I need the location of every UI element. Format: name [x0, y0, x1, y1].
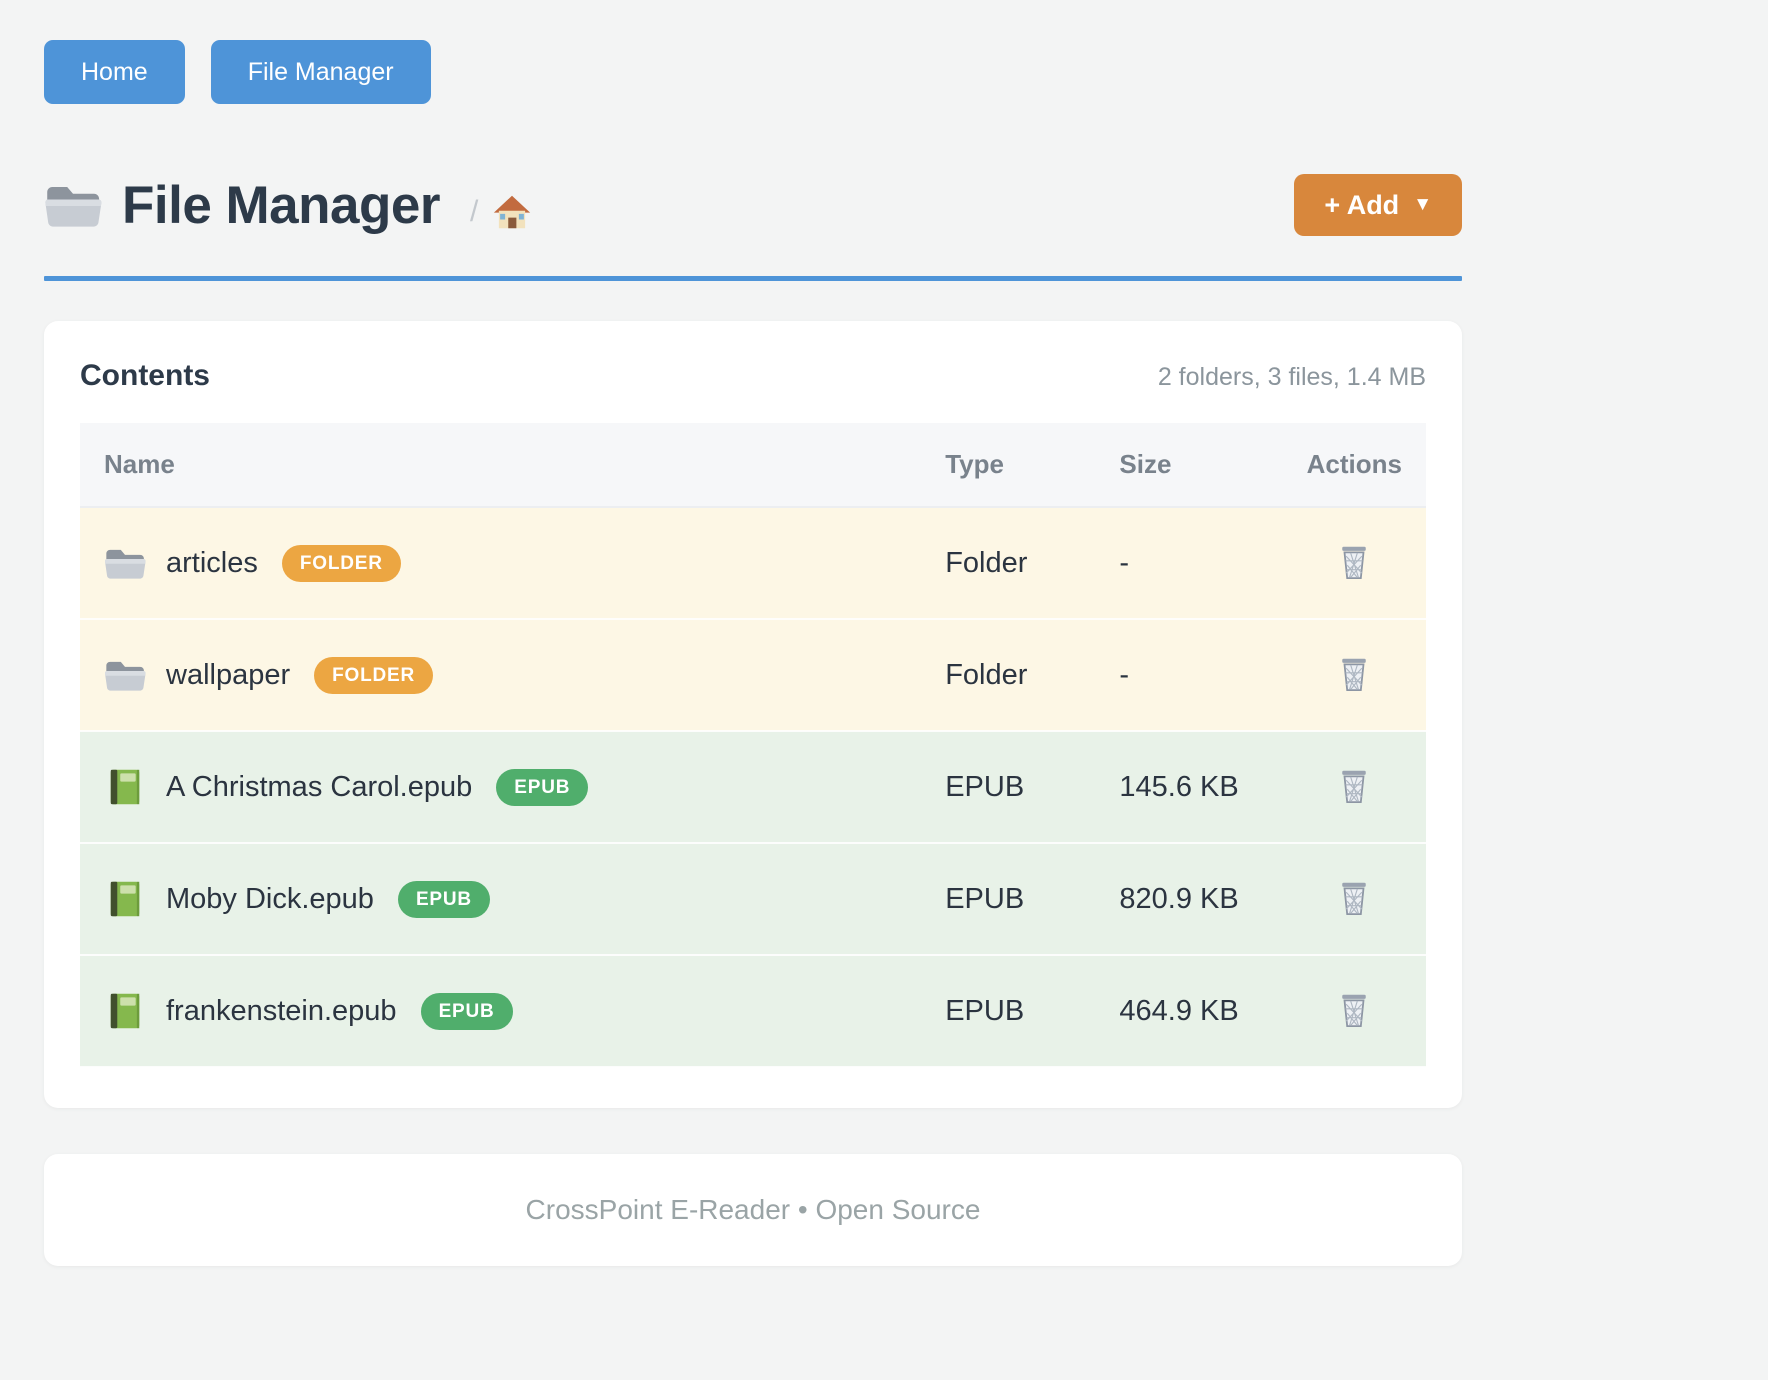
contents-summary: 2 folders, 3 files, 1.4 MB	[1157, 363, 1426, 391]
delete-button[interactable]	[1332, 652, 1376, 698]
delete-button[interactable]	[1332, 764, 1376, 810]
home-button[interactable]: Home	[44, 40, 185, 104]
table-header-row: Name Type Size Actions	[80, 423, 1426, 508]
file-name: articles	[166, 546, 258, 579]
trash-icon	[1336, 656, 1372, 694]
breadcrumb-separator: /	[469, 195, 479, 228]
table-row[interactable]: wallpaper FOLDER Folder -	[80, 619, 1426, 731]
size-cell: -	[1119, 658, 1130, 691]
table-row[interactable]: Moby Dick.epub EPUB EPUB 820.9 KB	[80, 843, 1426, 955]
type-cell: Folder	[945, 658, 1028, 691]
size-cell: 464.9 KB	[1119, 994, 1239, 1027]
page-header: File Manager / + Add ▼	[44, 162, 1462, 248]
book-icon	[104, 880, 146, 918]
type-cell: EPUB	[945, 770, 1025, 803]
home-icon[interactable]	[492, 192, 532, 232]
size-cell: 820.9 KB	[1119, 882, 1239, 915]
type-badge: EPUB	[496, 768, 589, 806]
column-header-actions: Actions	[1282, 423, 1426, 508]
column-header-type: Type	[921, 423, 1096, 508]
breadcrumb: /	[470, 192, 532, 232]
file-name: A Christmas Carol.epub	[166, 770, 473, 803]
type-badge: FOLDER	[314, 656, 434, 694]
file-table: Name Type Size Actions articles FOLDER F…	[80, 423, 1426, 1068]
folder-icon	[44, 179, 102, 231]
trash-icon	[1336, 880, 1372, 918]
footer-card: CrossPoint E-Reader • Open Source	[44, 1154, 1462, 1266]
delete-button[interactable]	[1332, 876, 1376, 922]
trash-icon	[1336, 768, 1372, 806]
footer-text: CrossPoint E-Reader • Open Source	[525, 1194, 981, 1225]
book-icon	[104, 768, 146, 806]
size-cell: 145.6 KB	[1119, 770, 1239, 803]
contents-card: Contents 2 folders, 3 files, 1.4 MB Name…	[44, 321, 1462, 1108]
size-cell: -	[1119, 546, 1130, 579]
column-header-name: Name	[80, 423, 922, 508]
table-row[interactable]: A Christmas Carol.epub EPUB EPUB 145.6 K…	[80, 731, 1426, 843]
type-cell: EPUB	[945, 882, 1025, 915]
table-row[interactable]: frankenstein.epub EPUB EPUB 464.9 KB	[80, 955, 1426, 1067]
book-icon	[104, 992, 146, 1030]
type-badge: EPUB	[397, 880, 490, 918]
delete-button[interactable]	[1332, 988, 1376, 1034]
table-row[interactable]: articles FOLDER Folder -	[80, 507, 1426, 619]
file-name: wallpaper	[166, 658, 291, 691]
title-divider	[44, 276, 1462, 281]
type-badge: EPUB	[420, 992, 513, 1030]
page-title: File Manager	[122, 175, 440, 235]
column-header-size: Size	[1095, 423, 1283, 508]
chevron-down-icon: ▼	[1413, 194, 1432, 215]
trash-icon	[1336, 992, 1372, 1030]
file-manager-button[interactable]: File Manager	[210, 40, 431, 104]
type-badge: FOLDER	[281, 544, 401, 582]
page-container: Home File Manager File Manager / + Add ▼…	[44, 0, 1462, 1266]
table-body: articles FOLDER Folder - wallpaper FOLDE…	[80, 507, 1426, 1067]
top-nav: Home File Manager	[44, 40, 1462, 104]
file-name: Moby Dick.epub	[166, 882, 374, 915]
contents-card-header: Contents 2 folders, 3 files, 1.4 MB	[80, 359, 1426, 393]
delete-button[interactable]	[1332, 540, 1376, 586]
folder-icon	[104, 656, 146, 694]
type-cell: Folder	[945, 546, 1028, 579]
type-cell: EPUB	[945, 994, 1025, 1027]
folder-icon	[104, 544, 146, 582]
add-button[interactable]: + Add ▼	[1294, 174, 1462, 236]
trash-icon	[1336, 544, 1372, 582]
file-name: frankenstein.epub	[166, 994, 397, 1027]
contents-title: Contents	[80, 359, 210, 392]
add-button-label: + Add	[1324, 189, 1400, 220]
